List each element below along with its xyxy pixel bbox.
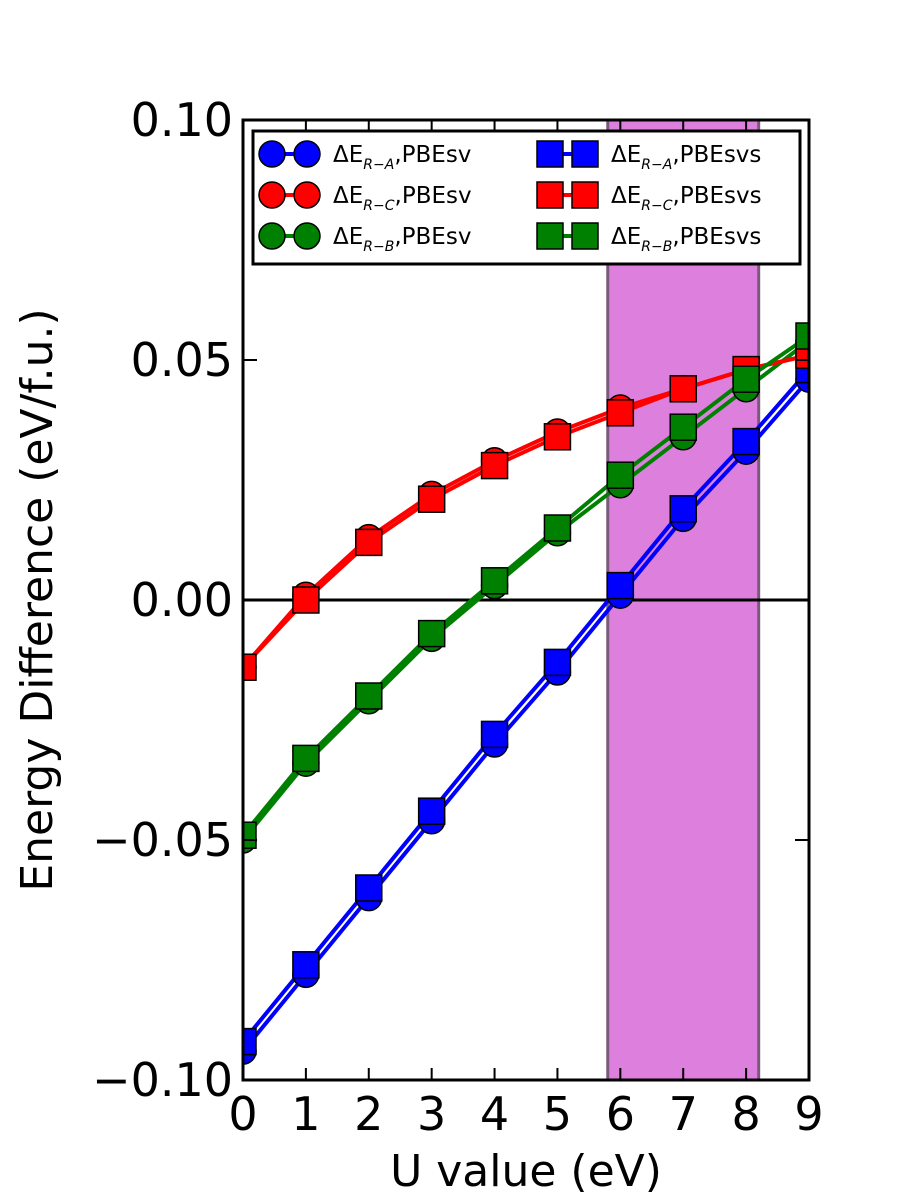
legend-label: ΔER−B,PBEsv [333, 224, 471, 255]
x-tick-label: 4 [480, 1087, 509, 1141]
x-tick-label: 8 [731, 1087, 760, 1141]
data-point-square [480, 720, 509, 749]
data-point-square [292, 744, 320, 773]
y-tick-label: 0.05 [131, 333, 233, 387]
legend-marker-square [536, 222, 564, 250]
legend-label: ΔER−A,PBEsv [333, 142, 471, 173]
data-point-square [606, 399, 635, 427]
data-point-square [243, 1027, 257, 1056]
x-tick-label: 6 [606, 1087, 635, 1141]
x-axis-label: U value (eV) [390, 1146, 662, 1197]
legend-marker-circle [293, 140, 321, 168]
series-line-5 [243, 334, 809, 837]
x-tick-label: 3 [417, 1087, 446, 1141]
legend-marker-square [571, 140, 599, 168]
y-tick-label: 0.00 [131, 573, 233, 627]
data-point-square [732, 427, 760, 456]
data-point-square [795, 322, 809, 350]
x-tick-label: 7 [669, 1087, 698, 1141]
data-point-square [355, 528, 383, 557]
data-point-square [543, 514, 572, 542]
data-point-square [543, 423, 572, 451]
label-layer: U value (eV) Energy Difference (eV/f.u.) [12, 308, 662, 1197]
x-tick-label: 2 [354, 1087, 383, 1141]
data-point-square [669, 375, 697, 403]
legend: ΔER−A,PBEsv ΔER−C,PBEsv ΔER−B,PBEsv ΔER−A,P… [251, 129, 802, 266]
legend-marker-circle [258, 222, 286, 250]
series-layer [243, 322, 809, 1065]
data-point-square [669, 495, 697, 523]
data-point-square [292, 951, 320, 979]
data-point-square [243, 821, 257, 849]
data-point-square [355, 874, 383, 902]
data-point-square [417, 485, 446, 513]
tick-layer: 0 1 2 3 4 5 6 7 8 9 −0.10 −0.05 0.00 0.05 0.10 [92, 93, 824, 1141]
data-point-square [606, 571, 635, 600]
data-point-square [480, 451, 509, 480]
data-point-square [543, 648, 572, 677]
data-point-square [417, 797, 446, 825]
legend-marker-square [571, 181, 599, 209]
data-point-square [243, 653, 257, 681]
legend-marker-circle [258, 181, 286, 209]
x-tick-label: 9 [794, 1087, 823, 1141]
data-point-square [480, 567, 509, 595]
series-line-0 [243, 377, 809, 1053]
y-axis-label: Energy Difference (eV/f.u.) [12, 308, 63, 891]
legend-marker-circle [258, 140, 286, 168]
x-tick-label: 5 [543, 1087, 572, 1141]
series-line-3 [243, 368, 809, 1043]
legend-marker-square [536, 140, 564, 168]
data-point-square [292, 586, 320, 614]
series-line-4 [243, 353, 809, 669]
legend-label: ΔER−B,PBEsvs [611, 224, 761, 255]
legend-box [251, 129, 802, 266]
y-tick-label: −0.05 [92, 813, 233, 867]
legend-label: ΔER−C,PBEsvs [611, 183, 762, 214]
data-point-square [417, 619, 446, 648]
legend-label: ΔER−A,PBEsvs [611, 142, 761, 173]
legend-label: ΔER−C,PBEsv [333, 183, 472, 214]
data-point-square [355, 682, 383, 710]
data-point-square [732, 365, 760, 393]
legend-marker-circle [293, 181, 321, 209]
x-tick-label: 0 [228, 1087, 257, 1141]
legend-marker-circle [293, 222, 321, 250]
data-point-square [606, 461, 635, 489]
series-line-2 [243, 339, 809, 842]
legend-marker-square [536, 181, 564, 209]
x-tick-label: 1 [291, 1087, 320, 1141]
y-tick-label: −0.10 [92, 1053, 233, 1107]
data-point-square [669, 413, 697, 441]
y-tick-label: 0.10 [131, 93, 233, 147]
legend-marker-square [571, 222, 599, 250]
